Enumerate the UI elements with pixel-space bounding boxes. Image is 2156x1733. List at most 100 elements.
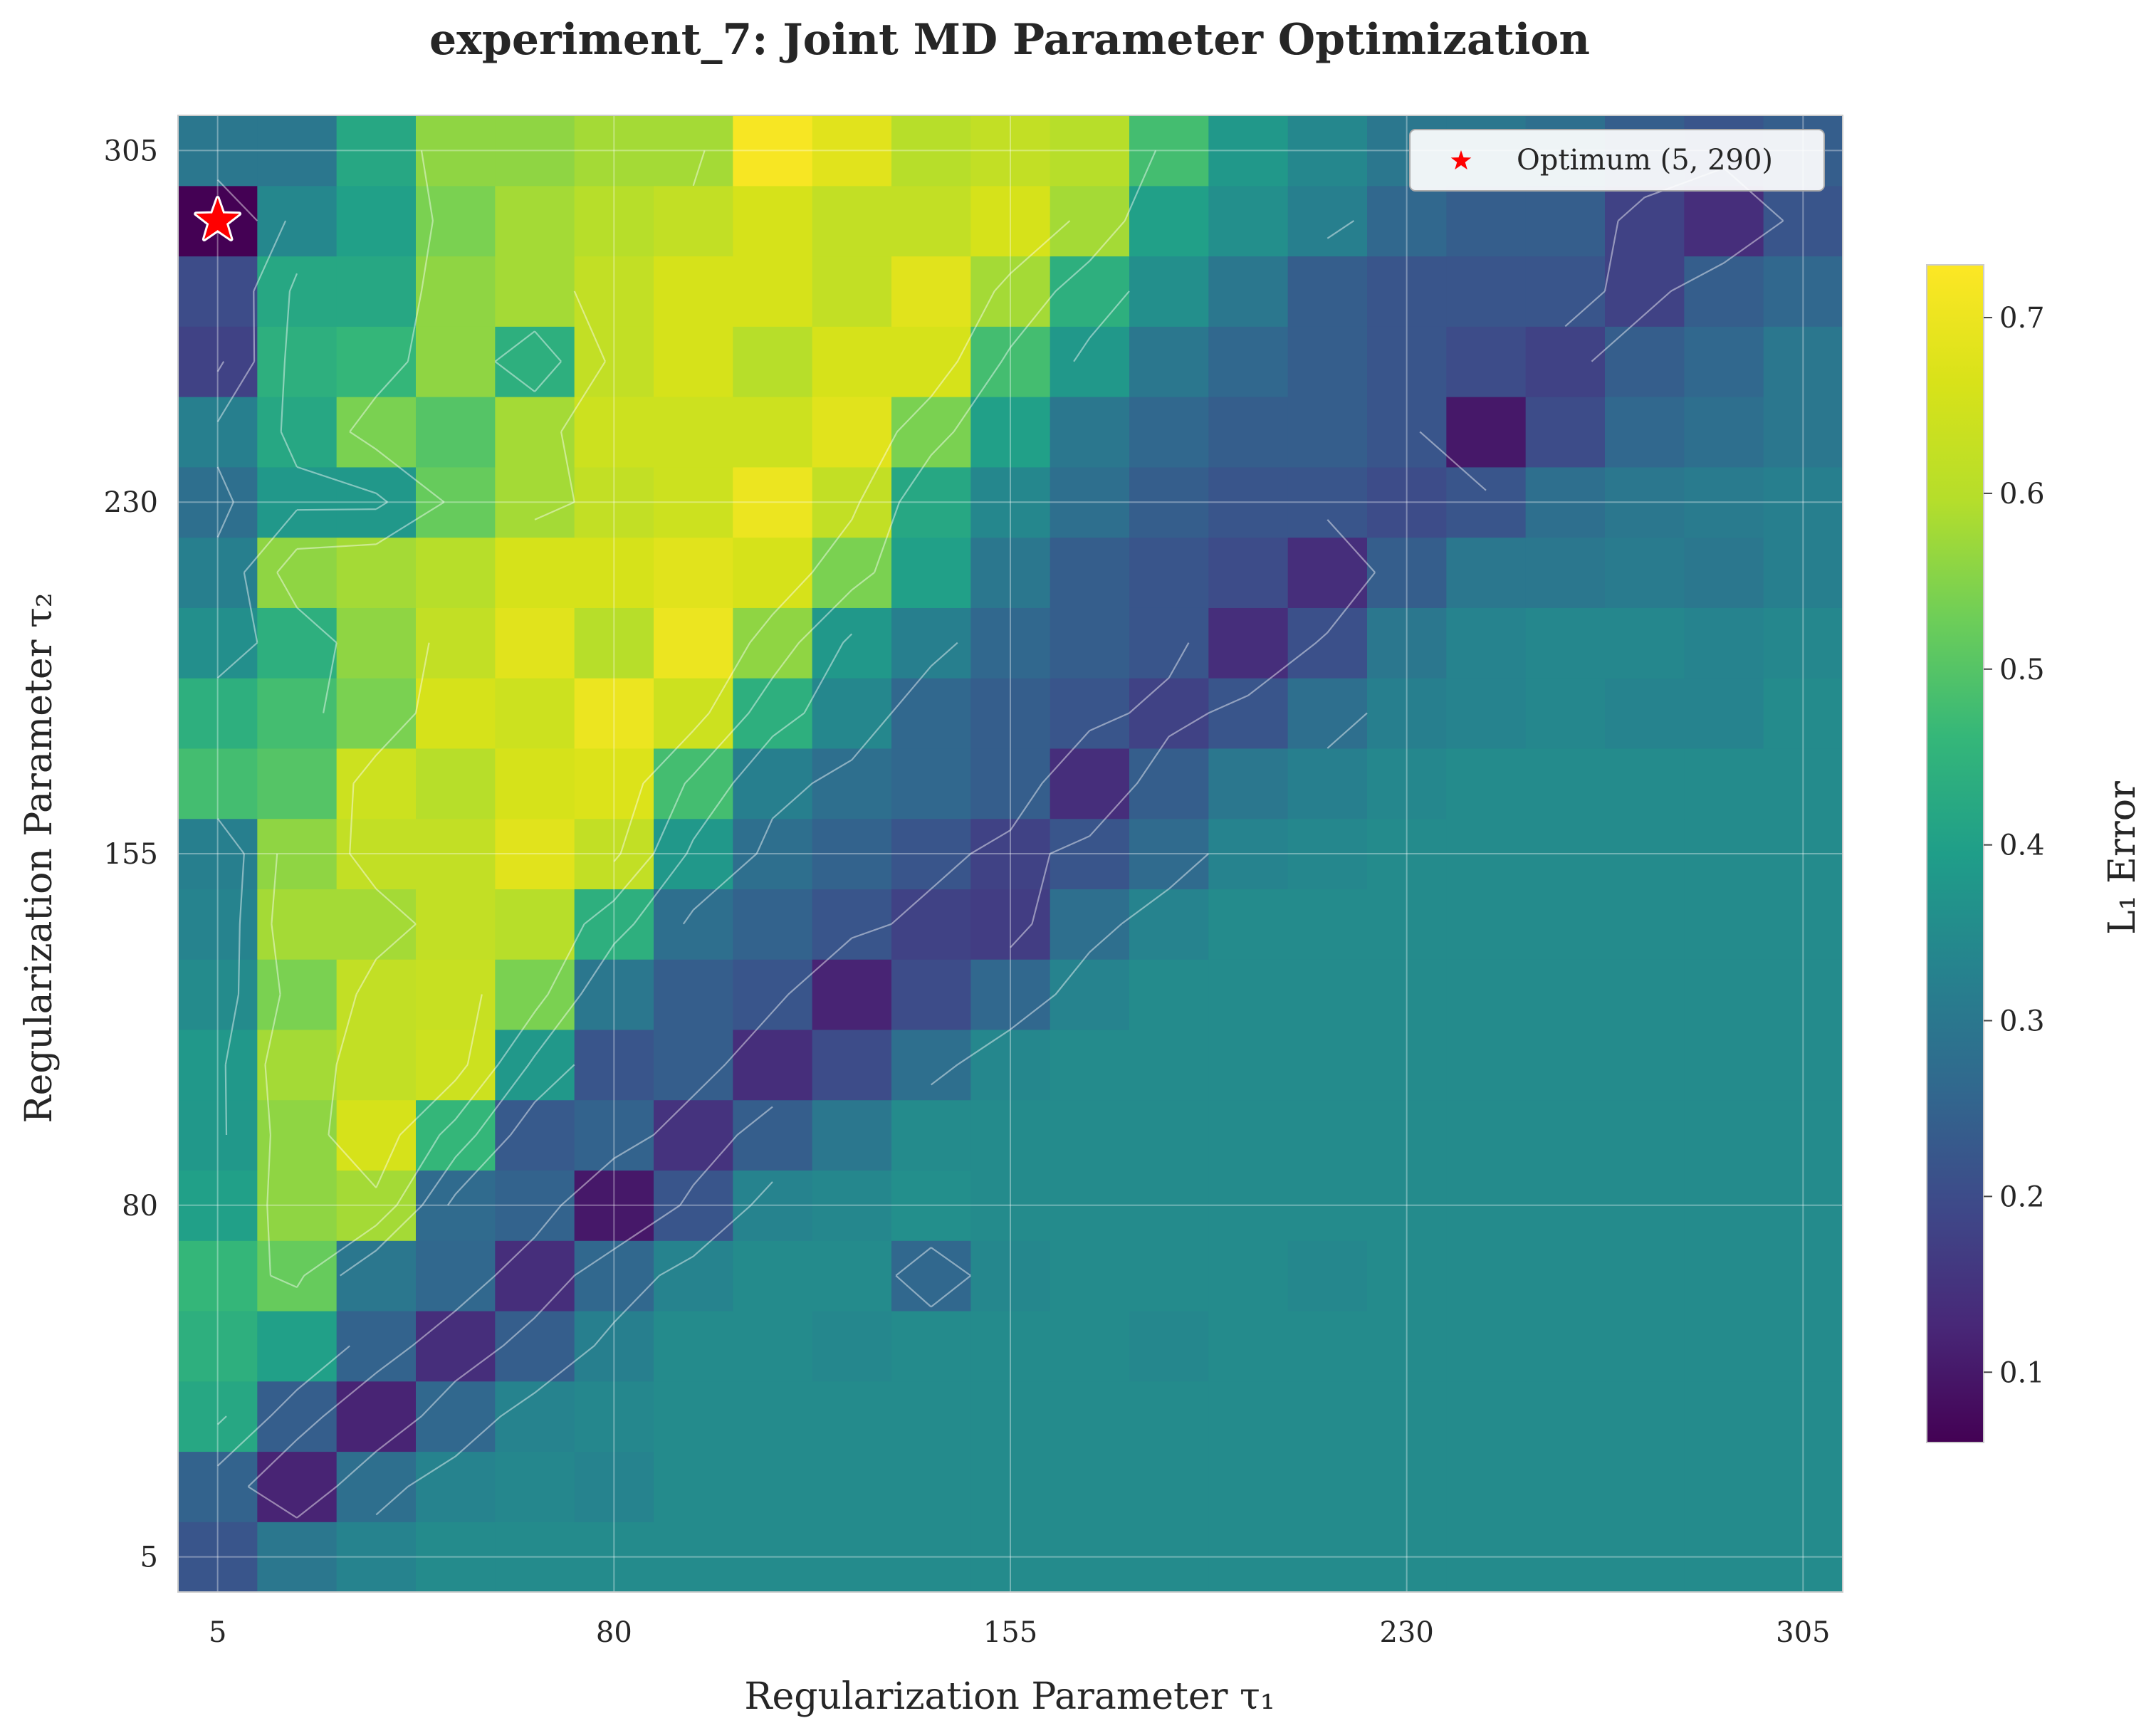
heatmap-cell: [336, 466, 417, 538]
heatmap-cell: [574, 537, 654, 608]
heatmap-cell: [1367, 256, 1447, 327]
heatmap-cell: [654, 818, 733, 889]
heatmap-cell: [812, 678, 892, 749]
heatmap-cell: [1763, 1240, 1843, 1311]
heatmap-cell: [1050, 748, 1130, 820]
heatmap-cell: [257, 1170, 337, 1241]
heatmap-cell: [1763, 185, 1843, 257]
heatmap-cell: [1763, 537, 1843, 608]
heatmap-cell: [495, 1240, 575, 1311]
heatmap-cell: [336, 326, 417, 397]
heatmap-cell: [574, 607, 654, 679]
heatmap-cell: [812, 115, 892, 187]
heatmap-cell: [1050, 185, 1130, 257]
heatmap-cell: [574, 1310, 654, 1382]
heatmap-cell: [970, 678, 1051, 749]
heatmap-cell: [654, 889, 733, 960]
heatmap-cell: [970, 466, 1051, 538]
contour-lines: [216, 150, 1784, 1519]
heatmap-cell: [1605, 1240, 1685, 1311]
heatmap-cell: [1050, 1240, 1130, 1311]
heatmap-cell: [1525, 607, 1606, 679]
heatmap-cell: [1050, 1170, 1130, 1241]
heatmap-cell: [336, 537, 417, 608]
heatmap-cell: [257, 1451, 337, 1522]
heatmap-cell: [1763, 889, 1843, 960]
heatmap-cell: [1525, 1381, 1606, 1452]
heatmap-cell: [1605, 1099, 1685, 1171]
heatmap-cell: [1208, 115, 1289, 187]
heatmap-cell: [1446, 397, 1527, 468]
heatmap-cell: [1050, 959, 1130, 1030]
heatmap-cell: [1050, 1099, 1130, 1171]
heatmap-cell: [1287, 1451, 1368, 1522]
heatmap-cell: [495, 466, 575, 538]
heatmap-cell: [1763, 466, 1843, 538]
legend: Optimum (5, 290): [1409, 129, 1825, 192]
heatmap-cell: [416, 256, 496, 327]
heatmap-cell: [1287, 256, 1368, 327]
heatmap-cell: [178, 818, 258, 889]
heatmap-cell: [891, 678, 971, 749]
heatmap-cell: [1684, 1310, 1764, 1382]
heatmap-cell: [1287, 1310, 1368, 1382]
heatmap-cell: [654, 1381, 733, 1452]
heatmap-cell: [733, 397, 813, 468]
heatmap-cell: [891, 466, 971, 538]
heatmap-cell: [1525, 1099, 1606, 1171]
heatmap-cell: [257, 1029, 337, 1101]
heatmap-cell: [178, 889, 258, 960]
heatmap-cell: [495, 678, 575, 749]
x-axis-label: Regularization Parameter τ₁: [744, 1675, 1275, 1718]
heatmap-cell: [1050, 115, 1130, 187]
contour-line: [328, 150, 1071, 1188]
heatmap-cell: [1684, 678, 1764, 749]
heatmap-cell: [1208, 1170, 1289, 1241]
heatmap-cell: [1763, 1310, 1843, 1382]
heatmap-cell: [733, 1029, 813, 1101]
heatmap-cell: [733, 1170, 813, 1241]
heatmap-cell: [416, 397, 496, 468]
heatmap-cell: [1684, 1240, 1764, 1311]
heatmap-cell: [1367, 397, 1447, 468]
heatmap-cell: [178, 748, 258, 820]
heatmap-cell: [574, 466, 654, 538]
heatmap-cell: [654, 466, 733, 538]
heatmap-cell: [891, 115, 971, 187]
heatmap-cell: [178, 959, 258, 1030]
optimum-star: [194, 196, 242, 241]
heatmap-cell: [1763, 1381, 1843, 1452]
heatmap-cell: [495, 256, 575, 327]
heatmap-cell: [574, 748, 654, 820]
heatmap-cell: [1287, 326, 1368, 397]
heatmap-cell: [1605, 397, 1685, 468]
heatmap-cell: [257, 1381, 337, 1452]
heatmap-cell: [812, 959, 892, 1030]
heatmap-cell: [495, 748, 575, 820]
heatmap-cell: [1446, 678, 1527, 749]
heatmap-cell: [891, 1451, 971, 1522]
legend-star-icon: [1450, 150, 1472, 170]
heatmap-cell: [257, 1240, 337, 1311]
heatmap-cell: [178, 1522, 258, 1593]
heatmap-cell: [1208, 1099, 1289, 1171]
heatmap-cell: [1367, 1381, 1447, 1452]
heatmap-cell: [1684, 1522, 1764, 1593]
heatmap-cell: [812, 748, 892, 820]
heatmap-cell: [178, 115, 258, 187]
heatmap-cell: [1208, 889, 1289, 960]
heatmap-cell: [1287, 748, 1368, 820]
heatmap-cell: [812, 537, 892, 608]
heatmap-cell: [574, 256, 654, 327]
heatmap-cell: [257, 115, 337, 187]
heatmap-cell: [1050, 818, 1130, 889]
heatmap-cell: [1208, 1029, 1289, 1101]
heatmap-cell: [812, 466, 892, 538]
heatmap-cell: [1605, 326, 1685, 397]
heatmap-cell: [1129, 185, 1209, 257]
heatmap-cell: [336, 256, 417, 327]
heatmap-cell: [574, 115, 654, 187]
heatmap-cell: [178, 1310, 258, 1382]
heatmap-cell: [654, 1522, 733, 1593]
heatmap-cell: [178, 1099, 258, 1171]
